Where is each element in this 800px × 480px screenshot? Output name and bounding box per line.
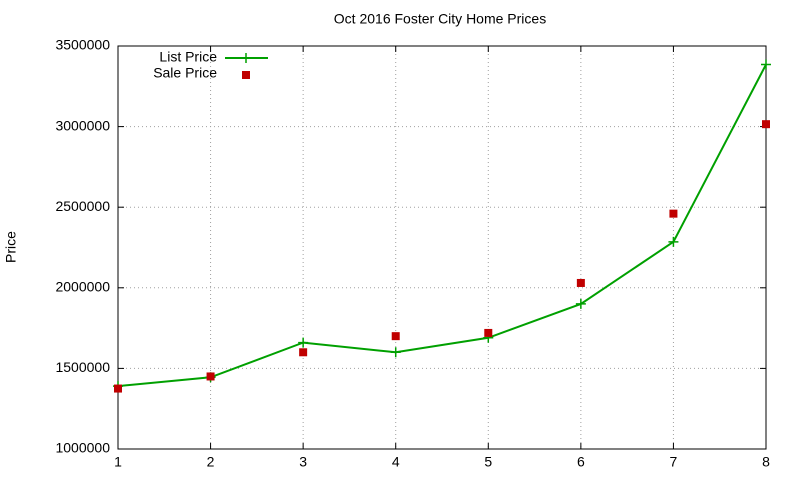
x-tick-label: 4: [392, 454, 400, 470]
data-point: [576, 278, 585, 287]
x-tick-label: 5: [484, 454, 492, 470]
chart-title: Oct 2016 Foster City Home Prices: [334, 11, 546, 27]
y-tick-label: 3500000: [55, 37, 110, 53]
data-point: [668, 236, 679, 247]
x-tick-label: 1: [114, 454, 122, 470]
y-tick-label: 2500000: [55, 198, 110, 214]
data-point: [762, 120, 770, 129]
data-point: [390, 347, 401, 358]
x-tick-label: 8: [762, 454, 770, 470]
data-point: [298, 337, 309, 348]
data-point: [206, 372, 215, 381]
x-tick-label: 2: [207, 454, 215, 470]
y-tick-label: 2000000: [55, 279, 110, 295]
series-line: [117, 64, 767, 388]
data-point: [391, 332, 400, 341]
plot-frame: [117, 45, 767, 450]
legend-label: List Price: [159, 49, 217, 65]
x-tick-label: 3: [299, 454, 307, 470]
data-point: [761, 59, 771, 70]
data-point: [114, 384, 122, 393]
x-tick-label: 6: [577, 454, 585, 470]
legend-swatch: [241, 53, 251, 63]
data-point: [669, 209, 678, 218]
data-point: [484, 328, 493, 337]
y-tick-label: 3000000: [55, 117, 110, 133]
data-point: [299, 348, 308, 357]
y-tick-label: 1500000: [55, 359, 110, 375]
legend-swatch: [242, 71, 250, 79]
data-point: [575, 298, 586, 309]
x-tick-label: 7: [670, 454, 678, 470]
y-axis-label: Price: [3, 231, 19, 263]
y-tick-label: 1000000: [55, 440, 110, 456]
legend-label: Sale Price: [153, 65, 217, 81]
